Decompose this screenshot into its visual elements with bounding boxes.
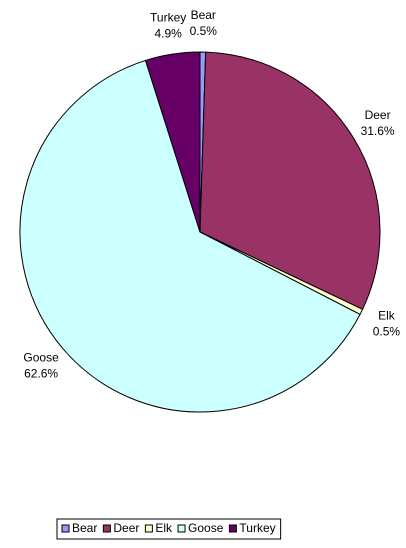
legend-label: Turkey — [239, 521, 275, 535]
slice-value-label: 0.5% — [190, 24, 218, 38]
slice-category-label: Elk — [378, 308, 396, 322]
pie-slice — [199, 51, 381, 311]
legend-label: Elk — [155, 521, 173, 535]
legend-swatch — [144, 524, 153, 533]
slice-category-label: Turkey — [150, 11, 186, 25]
pie-slice — [19, 59, 361, 413]
legend-label: Deer — [113, 521, 139, 535]
legend-swatch — [61, 524, 70, 533]
slice-category-label: Bear — [191, 8, 216, 22]
slice-category-label: Goose — [23, 350, 59, 364]
legend-label: Goose — [188, 521, 224, 535]
legend-swatch — [228, 524, 237, 533]
legend-swatch — [177, 524, 186, 533]
slice-value-label: 0.5% — [373, 324, 401, 338]
slice-value-label: 62.6% — [24, 366, 58, 380]
legend-box — [56, 518, 282, 540]
pie-slice — [144, 51, 201, 233]
slice-value-label: 31.6% — [361, 124, 395, 138]
slice-category-label: Deer — [365, 108, 391, 122]
legend-label: Bear — [72, 521, 97, 535]
slice-value-label: 4.9% — [154, 27, 182, 41]
legend-swatch — [102, 524, 111, 533]
